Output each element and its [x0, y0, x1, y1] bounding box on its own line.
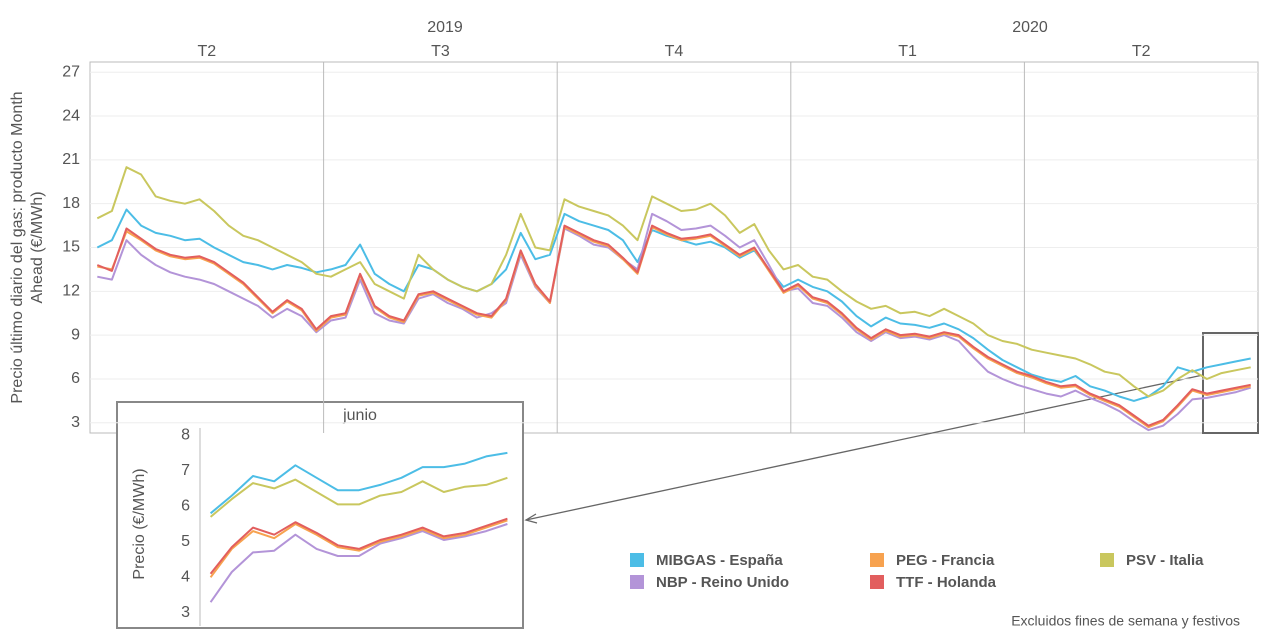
y-tick-label: 12 [62, 283, 80, 300]
legend-label: PEG - Francia [896, 552, 995, 569]
quarter-label: T3 [431, 43, 450, 60]
zoom-arrow [525, 374, 1204, 521]
legend-label: MIBGAS - España [656, 552, 783, 569]
legend-swatch [1100, 553, 1114, 567]
y-tick-label: 18 [62, 195, 80, 212]
y-tick-label: 6 [71, 370, 80, 387]
series-line [96, 224, 1251, 427]
y-tick-label: 24 [62, 107, 80, 124]
note: Excluidos fines de semana y festivos [1011, 613, 1240, 629]
quarter-label: T4 [665, 43, 684, 60]
y-tick-label: 15 [62, 239, 80, 256]
legend-swatch [870, 553, 884, 567]
year-label: 2019 [427, 19, 463, 36]
y-axis-label: Precio (€/MWh) [131, 468, 148, 579]
y-tick-label: 9 [71, 326, 80, 343]
series-line [209, 519, 508, 578]
series-line [96, 166, 1251, 398]
legend-label: NBP - Reino Unido [656, 574, 789, 591]
inset-frame [116, 401, 524, 629]
inset-title: junio [342, 407, 377, 424]
series-line [209, 517, 508, 575]
zoom-box [1202, 332, 1259, 434]
quarter-label: T2 [197, 43, 216, 60]
y-tick-label: 3 [181, 604, 190, 621]
series-line [209, 523, 508, 603]
y-axis-label: Ahead (€/MWh) [29, 191, 46, 303]
y-tick-label: 4 [181, 569, 190, 586]
y-axis-label: Precio último diario del gas: producto M… [9, 91, 26, 403]
quarter-label: T2 [1132, 43, 1151, 60]
y-tick-label: 6 [181, 497, 190, 514]
legend-label: TTF - Holanda [896, 574, 997, 591]
arrow-head [524, 513, 538, 524]
series-line [97, 212, 1251, 432]
y-tick-label: 5 [181, 533, 190, 550]
y-tick-label: 8 [181, 426, 190, 443]
year-label: 2020 [1012, 19, 1048, 36]
y-tick-label: 27 [62, 63, 80, 80]
legend-label: PSV - Italia [1126, 552, 1204, 569]
quarter-label: T1 [898, 43, 917, 60]
series-line [209, 476, 508, 518]
legend-swatch [630, 553, 644, 567]
y-tick-label: 7 [181, 462, 190, 479]
legend-swatch [870, 575, 884, 589]
series-line [97, 226, 1251, 429]
legend-swatch [630, 575, 644, 589]
y-tick-label: 3 [71, 414, 80, 431]
series-line [209, 451, 508, 515]
y-tick-label: 21 [62, 151, 80, 168]
